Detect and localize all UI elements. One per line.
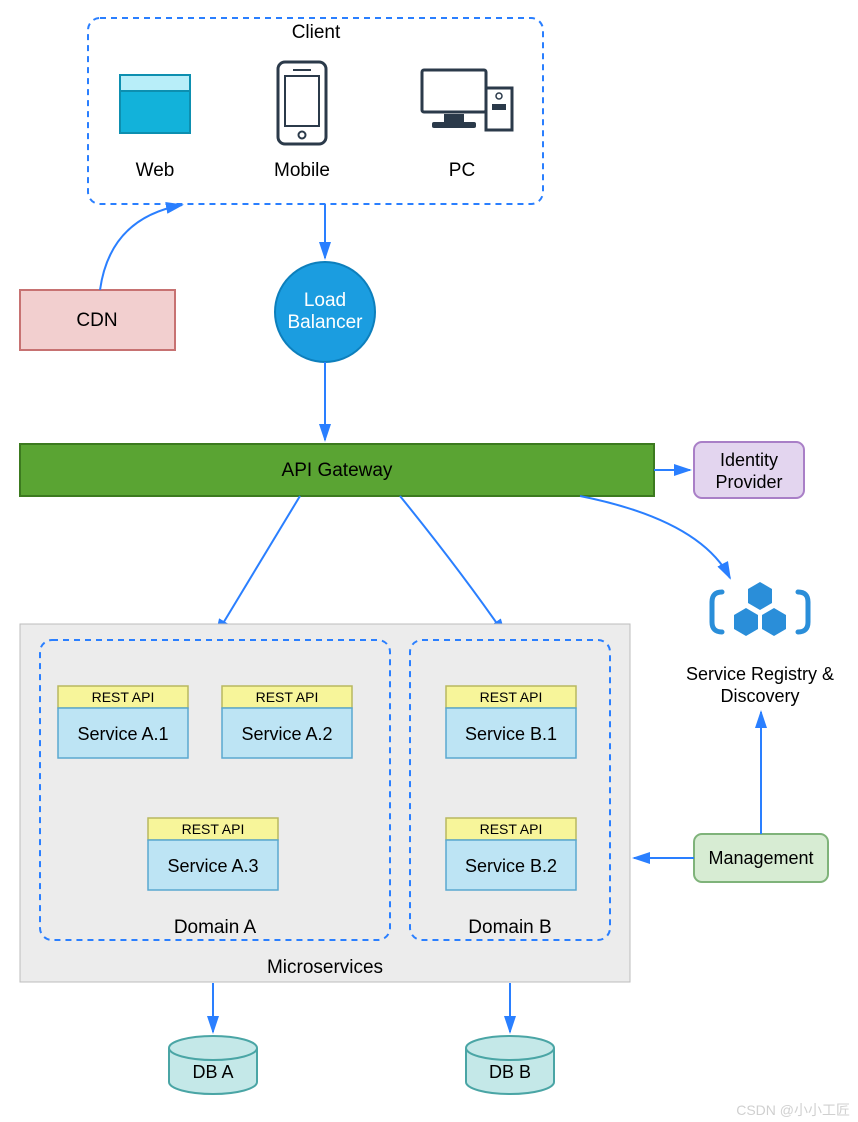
api-gateway-label: API Gateway bbox=[282, 460, 393, 481]
web-icon bbox=[120, 75, 190, 133]
web-label: Web bbox=[136, 160, 175, 181]
svg-text:REST API: REST API bbox=[256, 689, 319, 705]
svg-text:REST API: REST API bbox=[480, 689, 543, 705]
watermark-text: CSDN @小小工匠 bbox=[736, 1102, 850, 1118]
svg-text:REST API: REST API bbox=[182, 821, 245, 837]
microservices-label: Microservices bbox=[267, 957, 383, 978]
management-label: Management bbox=[708, 848, 813, 868]
domain-b-label: Domain B bbox=[468, 917, 551, 938]
service-a3-box: REST API Service A.3 bbox=[148, 818, 278, 890]
service-registry-icon bbox=[712, 582, 808, 636]
service-a2-box: REST API Service A.2 bbox=[222, 686, 352, 758]
load-balancer-label-2: Balancer bbox=[288, 312, 364, 333]
svg-text:REST API: REST API bbox=[480, 821, 543, 837]
service-registry-label-2: Discovery bbox=[720, 686, 799, 706]
cdn-client-arrow bbox=[100, 205, 182, 290]
service-registry-label-1: Service Registry & bbox=[686, 664, 834, 684]
pc-icon bbox=[422, 70, 512, 130]
service-a3-label: Service A.3 bbox=[167, 856, 258, 876]
service-a2-label: Service A.2 bbox=[241, 724, 332, 744]
client-title: Client bbox=[292, 22, 341, 43]
service-a1-box: REST API Service A.1 bbox=[58, 686, 188, 758]
db-b-label: DB B bbox=[489, 1062, 531, 1082]
identity-label-2: Provider bbox=[715, 472, 782, 492]
cdn-label: CDN bbox=[76, 310, 117, 331]
svg-text:REST API: REST API bbox=[92, 689, 155, 705]
service-b1-box: REST API Service B.1 bbox=[446, 686, 576, 758]
service-a1-label: Service A.1 bbox=[77, 724, 168, 744]
architecture-diagram: Client Web Mobile PC CDN Load Balancer A… bbox=[0, 0, 858, 1122]
api-domaina-arrow bbox=[216, 496, 300, 635]
mobile-label: Mobile bbox=[274, 160, 330, 181]
mobile-icon bbox=[278, 62, 326, 144]
service-b2-box: REST API Service B.2 bbox=[446, 818, 576, 890]
domain-a-label: Domain A bbox=[174, 917, 257, 938]
identity-label-1: Identity bbox=[720, 450, 778, 470]
pc-label: PC bbox=[449, 160, 475, 181]
load-balancer-label-1: Load bbox=[304, 290, 346, 311]
service-b2-label: Service B.2 bbox=[465, 856, 557, 876]
api-domainb-arrow bbox=[400, 496, 505, 635]
api-registry-arrow bbox=[580, 496, 730, 578]
service-b1-label: Service B.1 bbox=[465, 724, 557, 744]
db-a-label: DB A bbox=[192, 1062, 233, 1082]
